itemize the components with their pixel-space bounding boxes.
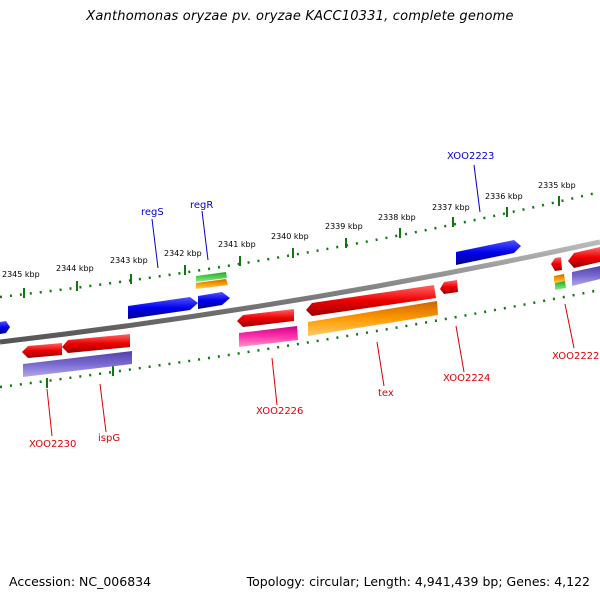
- tex-red-feature[interactable]: [306, 285, 436, 316]
- ispg-purple-feature: [23, 351, 132, 377]
- gene-label-xoo2230[interactable]: XOO2230: [29, 439, 76, 450]
- xoo2222-green-marker: [555, 281, 566, 290]
- regr-green-marker[interactable]: [196, 272, 227, 282]
- ruler-label-2341: 2341 kbp: [218, 240, 256, 249]
- regs-feature[interactable]: [128, 297, 198, 319]
- xoo2230-leader-line: [46, 388, 53, 437]
- gene-label-xoo2223[interactable]: XOO2223: [447, 151, 494, 162]
- xoo2222-red-feature[interactable]: [568, 247, 600, 268]
- xoo2222-small-red[interactable]: [551, 257, 562, 271]
- gene-label-regr[interactable]: regR: [190, 200, 213, 211]
- ispg-leader-line: [99, 383, 107, 433]
- gene-label-regs[interactable]: regS: [141, 207, 164, 218]
- ruler-label-2335: 2335 kbp: [538, 181, 576, 190]
- gene-label-xoo2224[interactable]: XOO2224: [443, 373, 490, 384]
- accession-text: Accession: NC_006834: [9, 574, 152, 589]
- regs-leader-line: [151, 218, 159, 269]
- topology-text: Topology: circular; Length: 4,941,439 bp…: [246, 574, 590, 589]
- ruler-label-2343: 2343 kbp: [110, 256, 148, 265]
- ruler-label-2338: 2338 kbp: [378, 213, 416, 222]
- gene-label-ispg[interactable]: ispG: [98, 433, 120, 444]
- genome-title: Xanthomonas oryzae pv. oryzae KACC10331,…: [86, 9, 514, 24]
- regr-orange-marker[interactable]: [196, 279, 228, 289]
- regr-leader-line: [201, 210, 209, 261]
- gene-label-tex[interactable]: tex: [378, 388, 394, 399]
- gene-label-xoo2222[interactable]: XOO2222: [552, 351, 599, 362]
- ruler-label-2344: 2344 kbp: [56, 264, 94, 273]
- ruler-label-2337: 2337 kbp: [432, 203, 470, 212]
- forward-feature-left-edge[interactable]: [0, 321, 10, 334]
- ruler-label-2340: 2340 kbp: [271, 232, 309, 241]
- gene-label-xoo2226[interactable]: XOO2226: [256, 406, 303, 417]
- ruler-major-ticks: [23, 196, 560, 298]
- xoo2222-orange-marker: [554, 274, 565, 283]
- ruler-label-2339: 2339 kbp: [325, 222, 363, 231]
- xoo2224-leader-line: [455, 325, 465, 373]
- ispg-red-feature[interactable]: [62, 334, 130, 353]
- xoo2223-leader-line: [473, 164, 481, 213]
- tex-leader-line: [376, 341, 385, 387]
- xoo2226-leader-line: [271, 357, 278, 406]
- ruler-label-2342: 2342 kbp: [164, 249, 202, 258]
- inner-track-ticks: [46, 366, 114, 388]
- xoo2222-leader-line: [564, 303, 575, 349]
- ruler-label-2345: 2345 kbp: [2, 270, 40, 279]
- ruler-label-2336: 2336 kbp: [485, 192, 523, 201]
- xoo2223-feature[interactable]: [456, 240, 521, 265]
- xoo2222-purple-feature: [572, 266, 600, 286]
- xoo2226-red-feature[interactable]: [237, 309, 294, 327]
- xoo2226-magenta-feature: [239, 326, 298, 347]
- tex-orange-feature: [308, 301, 438, 336]
- regr-feature[interactable]: [198, 292, 230, 309]
- xoo2224-red-feature[interactable]: [440, 280, 458, 294]
- reverse-feature-xoo2230[interactable]: [22, 343, 62, 358]
- genome-backbone: [0, 239, 600, 345]
